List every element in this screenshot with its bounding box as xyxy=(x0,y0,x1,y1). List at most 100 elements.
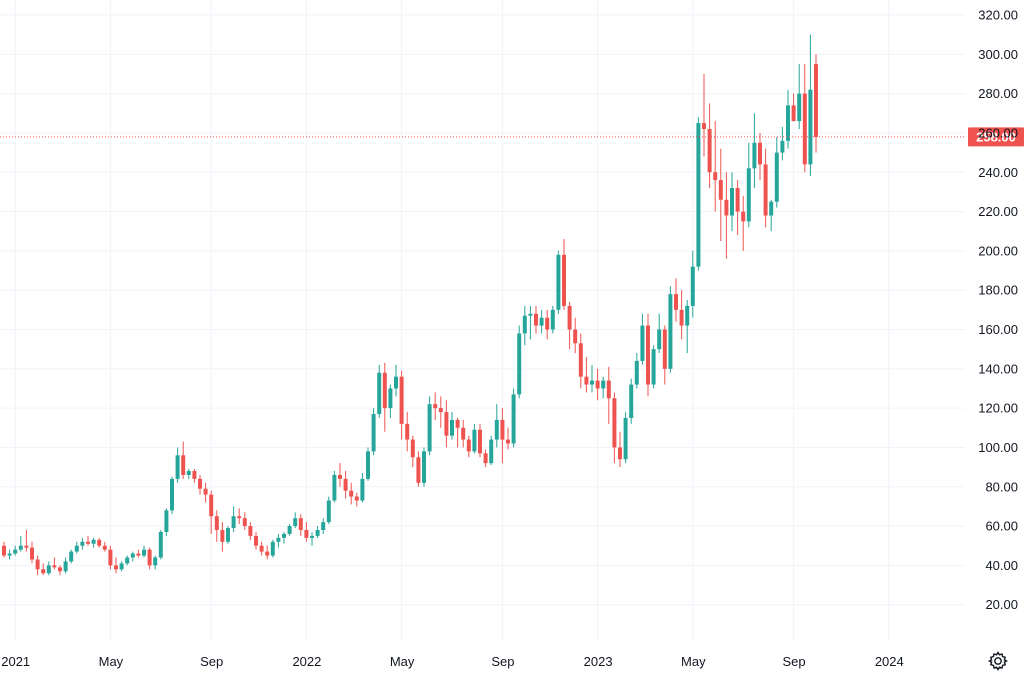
candle xyxy=(35,555,40,576)
candle-body xyxy=(629,384,634,418)
candle xyxy=(382,362,387,432)
candle-body xyxy=(702,123,706,130)
candle xyxy=(422,447,426,487)
candle-body xyxy=(461,427,466,440)
candle xyxy=(741,195,746,251)
candle xyxy=(18,535,23,552)
candle xyxy=(388,384,393,418)
candle xyxy=(506,427,510,450)
candle xyxy=(366,447,370,481)
candle xyxy=(814,54,818,153)
y-tick-label: 220.00 xyxy=(978,204,1018,219)
candle xyxy=(354,492,359,507)
candle xyxy=(298,514,303,536)
candle-body xyxy=(724,199,729,216)
candle-body xyxy=(30,547,34,560)
candle-body xyxy=(310,535,314,538)
candle xyxy=(668,286,673,373)
candle xyxy=(494,404,499,448)
candle xyxy=(102,541,107,552)
candle xyxy=(634,353,639,389)
candle xyxy=(780,127,785,161)
candle xyxy=(7,549,12,560)
candle-body xyxy=(198,478,202,489)
candle xyxy=(438,396,443,428)
candle-body xyxy=(679,309,684,326)
candle-body xyxy=(326,500,331,523)
candle xyxy=(86,535,90,546)
candle xyxy=(517,325,522,399)
candle xyxy=(702,73,706,157)
y-tick-label: 100.00 xyxy=(978,440,1018,455)
candle-body xyxy=(578,343,583,377)
candle-body xyxy=(550,309,555,330)
x-tick-label: May xyxy=(390,654,415,669)
candle xyxy=(2,541,6,558)
candle-body xyxy=(539,317,544,326)
candle-body xyxy=(735,187,740,212)
candle-body xyxy=(147,549,152,566)
candle-body xyxy=(181,455,186,475)
candle xyxy=(259,541,264,556)
candle xyxy=(651,345,656,389)
candle xyxy=(198,474,202,495)
candle-body xyxy=(427,404,432,452)
candle-body xyxy=(786,105,790,141)
candle xyxy=(802,64,807,173)
candle xyxy=(153,555,158,570)
candle-body xyxy=(18,545,23,550)
y-axis: 20.00 40.00 60.00 80.00 100.00 120.00 140.00 16… xyxy=(978,8,1018,613)
candle xyxy=(181,441,186,479)
candle-body xyxy=(562,254,566,306)
candle-body xyxy=(170,478,174,511)
candle-body xyxy=(528,313,533,316)
candle xyxy=(685,300,690,354)
candle xyxy=(483,449,488,468)
candle xyxy=(46,561,51,576)
candle xyxy=(545,309,550,340)
candle xyxy=(646,313,650,397)
candle xyxy=(500,408,505,464)
candle-body xyxy=(276,537,281,542)
candle xyxy=(58,565,62,576)
candle-body xyxy=(595,380,600,389)
candle-body xyxy=(640,325,645,361)
candle xyxy=(629,378,634,424)
candle xyxy=(567,301,572,350)
candle-body xyxy=(567,305,572,330)
candle xyxy=(209,490,214,534)
candle-body xyxy=(377,372,382,415)
y-tick-label: 120.00 xyxy=(978,401,1018,416)
candle-body xyxy=(472,429,477,452)
candle-body xyxy=(769,201,774,216)
candle-body xyxy=(674,294,678,310)
candle xyxy=(254,531,258,550)
candle-body xyxy=(287,526,292,534)
candle-body xyxy=(741,211,746,222)
y-tick-label: 280.00 xyxy=(978,86,1018,101)
candle xyxy=(41,563,46,576)
settings-gear-button[interactable] xyxy=(986,649,1010,673)
y-tick-label: 240.00 xyxy=(978,165,1018,180)
candle xyxy=(326,496,331,525)
candle xyxy=(696,117,701,271)
candle-body xyxy=(343,478,348,491)
candle-body xyxy=(315,529,320,536)
candle-body xyxy=(388,388,393,409)
candle xyxy=(52,557,57,570)
candle xyxy=(125,555,130,566)
candle xyxy=(539,309,544,334)
candle xyxy=(80,537,85,550)
candle-body xyxy=(186,471,191,475)
x-tick-label: 2022 xyxy=(292,654,321,669)
candle-body xyxy=(80,541,85,546)
candle xyxy=(450,412,454,440)
candle xyxy=(444,400,449,448)
y-tick-label: 20.00 xyxy=(985,597,1018,612)
candle xyxy=(220,522,225,552)
candle xyxy=(287,524,292,536)
candle xyxy=(13,545,18,556)
candle-body xyxy=(209,494,214,517)
candle xyxy=(248,522,253,540)
candle-body xyxy=(506,439,510,444)
